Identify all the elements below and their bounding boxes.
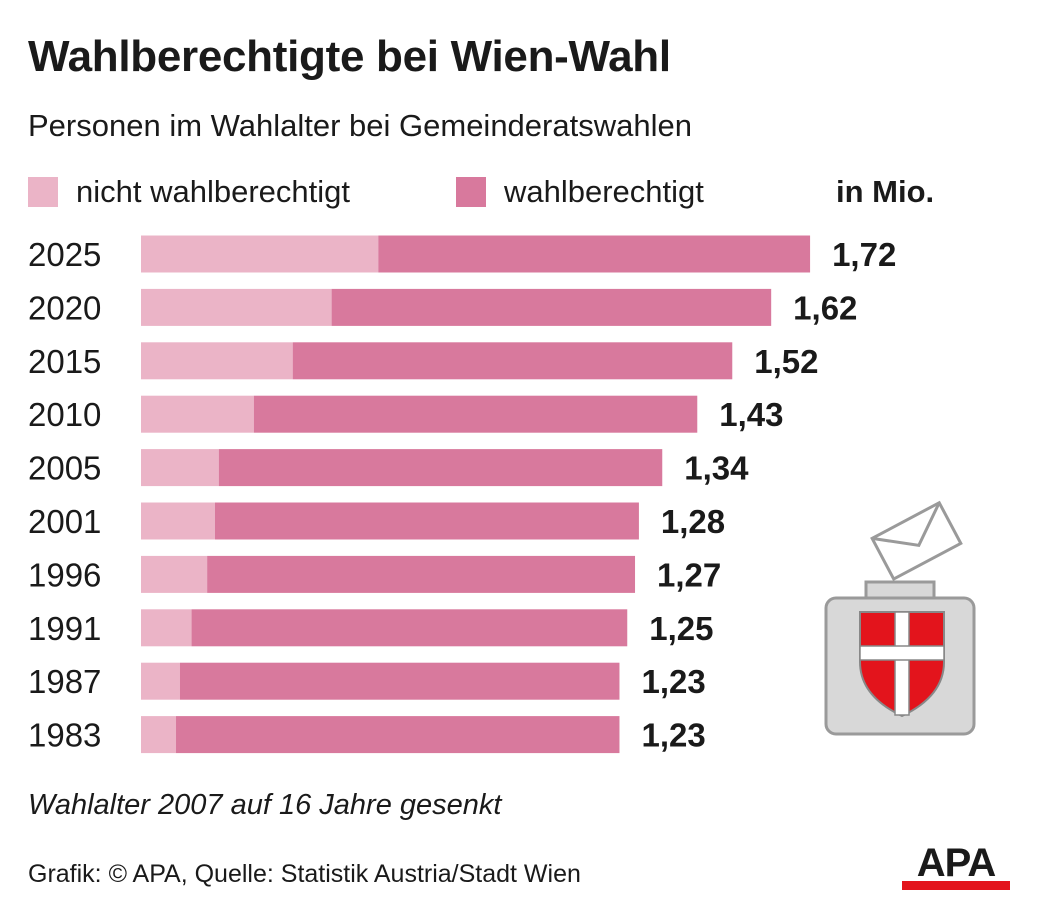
chart-note: Wahlalter 2007 auf 16 Jahre gesenkt xyxy=(28,789,502,821)
bar-segment-eligible xyxy=(179,662,620,700)
total-value-label: 1,43 xyxy=(719,396,783,433)
bar-segment-eligible xyxy=(214,502,639,540)
year-label: 2015 xyxy=(28,343,101,380)
ballot-box-icon xyxy=(824,500,976,736)
bar-segment-eligible xyxy=(218,449,663,487)
legend-swatch-not-eligible xyxy=(28,177,58,207)
year-label: 1983 xyxy=(28,717,101,754)
year-label: 1987 xyxy=(28,663,101,700)
total-value-label: 1,34 xyxy=(684,450,749,487)
bar-segment-not-eligible xyxy=(141,342,293,380)
year-label: 2005 xyxy=(28,450,101,487)
bar-segment-not-eligible xyxy=(141,449,219,487)
bar-segment-eligible xyxy=(176,716,620,754)
year-label: 1991 xyxy=(28,610,101,647)
bar-segment-not-eligible xyxy=(141,662,180,700)
bar-segment-eligible xyxy=(191,609,628,647)
legend-label-eligible: wahlberechtigt xyxy=(504,174,704,209)
total-value-label: 1,27 xyxy=(657,556,721,593)
bar-segment-eligible xyxy=(207,555,636,593)
total-value-label: 1,23 xyxy=(641,717,705,754)
legend-item-not-eligible: nicht wahlberechtigt xyxy=(28,170,350,214)
year-label: 2010 xyxy=(28,396,101,433)
legend-swatch-eligible xyxy=(456,177,486,207)
legend-label-not-eligible: nicht wahlberechtigt xyxy=(76,174,350,209)
year-label: 2025 xyxy=(28,236,101,273)
year-label: 1996 xyxy=(28,556,101,593)
unit-label: in Mio. xyxy=(836,174,935,209)
bar-segment-eligible xyxy=(378,235,811,273)
chart-subtitle: Personen im Wahlalter bei Gemeinderatswa… xyxy=(28,108,692,143)
bar-segment-not-eligible xyxy=(141,288,332,326)
total-value-label: 1,62 xyxy=(793,289,857,326)
apa-logo: APA xyxy=(902,841,1010,890)
bar-segment-not-eligible xyxy=(141,235,379,273)
bar-segment-not-eligible xyxy=(141,502,215,540)
legend-item-eligible: wahlberechtigt xyxy=(456,170,704,214)
bar-segment-eligible xyxy=(292,342,733,380)
vienna-coat-of-arms-icon xyxy=(859,611,945,718)
bar-segment-not-eligible xyxy=(141,395,254,433)
total-value-label: 1,25 xyxy=(649,610,713,647)
legend: nicht wahlberechtigt wahlberechtigt xyxy=(0,170,1039,214)
total-value-label: 1,52 xyxy=(754,343,818,380)
bar-segment-not-eligible xyxy=(141,716,177,754)
bar-segment-eligible xyxy=(331,288,772,326)
source-credit: Grafik: © APA, Quelle: Statistik Austria… xyxy=(28,860,581,888)
year-label: 2020 xyxy=(28,289,101,326)
total-value-label: 1,23 xyxy=(641,663,705,700)
total-value-label: 1,72 xyxy=(832,236,896,273)
year-label: 2001 xyxy=(28,503,101,540)
bar-segment-eligible xyxy=(253,395,698,433)
bar-segment-not-eligible xyxy=(141,555,208,593)
envelope-icon xyxy=(870,500,963,582)
total-value-label: 1,28 xyxy=(661,503,725,540)
chart-title: Wahlberechtigte bei Wien-Wahl xyxy=(28,32,671,81)
svg-text:APA: APA xyxy=(917,841,996,885)
bar-segment-not-eligible xyxy=(141,609,192,647)
